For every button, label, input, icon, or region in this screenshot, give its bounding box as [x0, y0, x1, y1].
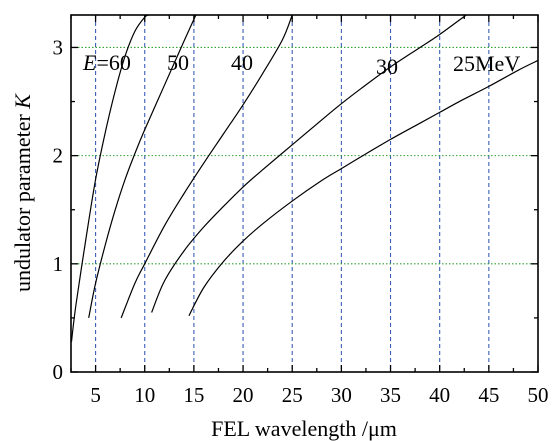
curve-e50 [88, 14, 197, 319]
grid-layer [71, 15, 538, 372]
x-tick-label-25: 25 [282, 383, 303, 407]
curve-e40 [120, 14, 293, 319]
x-tick-label-20: 20 [233, 383, 254, 407]
x-tick-label-15: 15 [183, 383, 204, 407]
curve-e25 [188, 59, 539, 317]
curve-label-e60-symbol: E [82, 50, 97, 75]
x-tick-label-50: 50 [528, 383, 549, 407]
x-axis-title: FEL wavelength /μm [211, 416, 397, 441]
y-tick-label-0: 0 [53, 360, 64, 384]
y-tick-label-1: 1 [53, 252, 64, 276]
tick-layer [70, 15, 539, 373]
y-tick-label-3: 3 [53, 35, 64, 59]
plot-frame [70, 14, 539, 373]
curve-label-e40: 40 [231, 50, 253, 75]
y-tick-label-2: 2 [53, 144, 64, 168]
curve-label-e60-value: =60 [96, 50, 130, 75]
x-tick-label-10: 10 [134, 383, 155, 407]
curve-e30 [151, 14, 467, 313]
y-axis-title-symbol: K [10, 93, 35, 110]
curve-e60 [70, 14, 149, 342]
curve-label-e30: 30 [376, 54, 398, 79]
x-tick-label-35: 35 [380, 383, 401, 407]
x-tick-label-40: 40 [429, 383, 450, 407]
curve-layer [70, 14, 539, 342]
curve-label-e50: 50 [167, 50, 189, 75]
curve-label-e25: 25MeV [453, 51, 520, 76]
y-axis-title: undulator parameter K [10, 93, 35, 292]
x-tick-label-45: 45 [478, 383, 499, 407]
x-tick-label-30: 30 [331, 383, 352, 407]
y-axis-title-main: undulator parameter [10, 109, 35, 292]
curve-label-e60: E=60 [82, 50, 131, 75]
tick-label-layer: 5 10 15 20 25 30 35 40 45 50 0 1 2 3 [53, 35, 549, 407]
x-tick-label-5: 5 [90, 383, 101, 407]
